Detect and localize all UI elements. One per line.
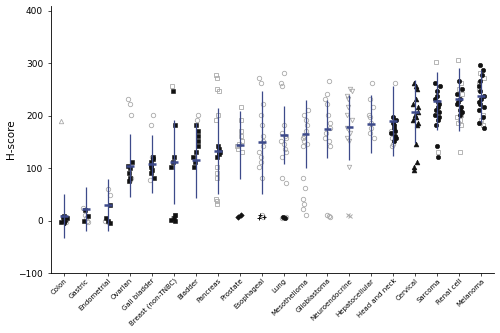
Y-axis label: H-score: H-score bbox=[6, 120, 16, 159]
